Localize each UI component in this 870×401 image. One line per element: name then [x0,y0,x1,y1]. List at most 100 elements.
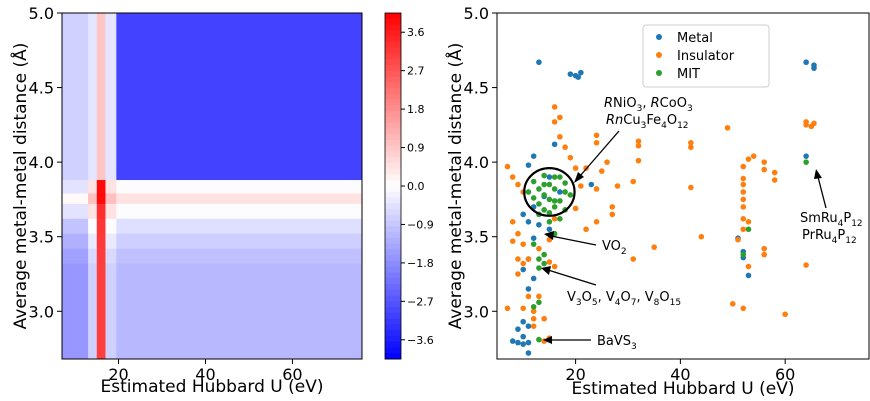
point-insulator [525,293,532,300]
colorbar-tick-label: −1.8 [407,257,434,270]
point-insulator [562,144,568,151]
point-insulator [609,204,616,210]
point-mit [740,251,747,258]
colorbar-step [385,301,401,308]
colorbar-step [385,111,401,118]
point-insulator [593,218,600,225]
point-mit [536,201,542,207]
colorbar-step [385,353,401,360]
point-insulator [509,218,516,225]
point-insulator [604,159,610,165]
point-metal [520,341,526,347]
arrow-skutterudites [817,176,827,209]
legend-label-metal: Metal [677,31,713,46]
point-insulator [546,259,553,265]
legend-label-mit: MIT [677,67,700,82]
point-insulator [688,139,694,146]
point-mit [562,180,568,186]
point-mit [530,178,537,185]
point-insulator [750,153,757,159]
colorbar-step [385,128,401,135]
point-insulator [740,226,747,233]
heatmap-cell [105,218,117,235]
point-insulator [515,181,521,188]
point-mit [536,265,542,271]
colorbar-step [385,105,401,112]
point-insulator [782,311,788,318]
colorbar-step [385,139,401,147]
arrow-head-nickelates [574,172,584,183]
colorbar-step [385,232,401,239]
x-tick-label: 20 [108,365,128,384]
point-insulator [536,245,542,252]
point-insulator [541,315,547,322]
point-mit [551,198,558,204]
point-insulator [567,154,574,161]
colorbar-step [385,70,401,77]
x-tick-label: 40 [670,365,690,384]
colorbar-step [385,24,401,31]
point-metal [546,226,553,233]
point-insulator [557,133,563,140]
legend-box [642,24,770,88]
point-insulator [740,204,747,210]
heatmap-y-label: Average metal-metal distance (Å) [9,43,31,330]
y-tick-label: 5.0 [29,4,54,23]
point-insulator [557,114,563,121]
point-insulator [651,244,657,250]
point-insulator [530,308,537,315]
colorbar-ticks: 3.6 2.7 1.8 0.9 0.0 −0.9 −1.8 −2.7 −3.6 [401,26,434,347]
heatmap-cell [62,248,89,265]
point-metal [525,323,532,329]
point-metal [530,275,537,282]
point-insulator [740,305,747,312]
point-mit [530,195,537,201]
point-insulator [583,226,589,233]
annotation-rnio3-rcoo3: RNiO3, RCoO3 [604,96,693,114]
annotation-vanadium-oxides: V3O5, V4O7, V8O15 [567,290,681,308]
point-insulator [771,169,778,176]
point-insulator [688,144,694,151]
point-mit [541,207,547,213]
heatmap-cell [88,263,98,359]
point-insulator [761,159,768,165]
point-insulator [688,184,694,191]
point-metal [525,286,532,292]
colorbar-step [385,307,401,314]
colorbar-step [385,191,401,199]
point-insulator [745,263,752,270]
point-insulator [551,104,558,110]
heatmap-cell [105,13,117,181]
colorbar-step [385,145,401,152]
point-metal [557,189,563,195]
point-insulator [635,138,642,145]
heatmap-cell [116,193,362,205]
point-insulator [761,245,768,252]
colorbar-step [385,203,401,210]
point-metal [515,339,521,346]
colorbar-step [385,134,401,141]
y-tick-label: 4.0 [464,153,489,172]
point-insulator [771,177,778,183]
colorbar-tick-label: 0.0 [407,180,425,193]
arrow-head-vo2 [544,231,554,240]
point-insulator [761,251,768,258]
heatmap-cell [88,193,98,205]
point-insulator [551,263,558,270]
colorbar-step [385,335,401,343]
point-insulator [803,122,809,128]
point-mit [541,192,547,198]
point-metal [525,218,532,225]
heatmap-cell [62,263,89,359]
colorbar-step [385,266,401,273]
point-insulator [520,260,526,267]
point-metal [525,162,532,168]
point-metal [546,174,553,180]
point-insulator [593,132,600,139]
point-metal [803,153,809,159]
scatter-frame [496,12,870,360]
colorbar-tick-label: 0.9 [407,142,425,155]
heatmap-cell [96,218,107,235]
annotation-bavs3: BaVS3 [597,334,637,352]
